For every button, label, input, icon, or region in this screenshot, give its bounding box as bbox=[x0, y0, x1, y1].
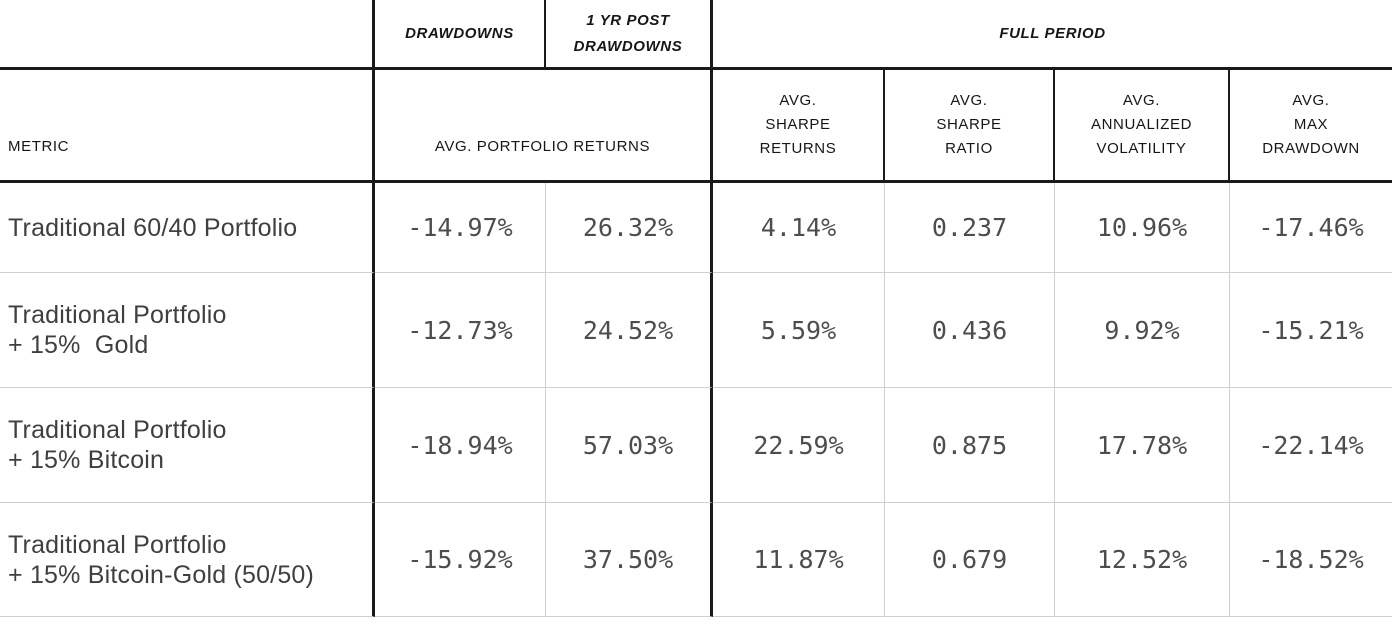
cell-drawdown-return: -12.73% bbox=[375, 273, 546, 388]
cell-drawdown-return: -18.94% bbox=[375, 388, 546, 503]
row-label: Traditional Portfolio + 15% Bitcoin-Gold… bbox=[0, 503, 375, 617]
header-avg-annualized-volatility: AVG. ANNUALIZED VOLATILITY bbox=[1055, 70, 1230, 183]
header-metric: METRIC bbox=[0, 70, 375, 183]
cell-sharpe-ratio: 0.875 bbox=[885, 388, 1055, 503]
row-label: Traditional Portfolio + 15% Gold bbox=[0, 273, 375, 388]
header-group-full-period: FULL PERIOD bbox=[713, 0, 1392, 70]
cell-post-drawdown-return: 57.03% bbox=[546, 388, 713, 503]
cell-annualized-volatility: 12.52% bbox=[1055, 503, 1230, 617]
cell-sharpe-ratio: 0.436 bbox=[885, 273, 1055, 388]
cell-sharpe-returns: 22.59% bbox=[713, 388, 885, 503]
cell-post-drawdown-return: 26.32% bbox=[546, 183, 713, 273]
cell-sharpe-returns: 5.59% bbox=[713, 273, 885, 388]
cell-drawdown-return: -15.92% bbox=[375, 503, 546, 617]
cell-max-drawdown: -15.21% bbox=[1230, 273, 1392, 388]
header-avg-sharpe-ratio: AVG. SHARPE RATIO bbox=[885, 70, 1055, 183]
cell-sharpe-ratio: 0.237 bbox=[885, 183, 1055, 273]
cell-max-drawdown: -22.14% bbox=[1230, 388, 1392, 503]
cell-annualized-volatility: 17.78% bbox=[1055, 388, 1230, 503]
header-avg-max-drawdown: AVG. MAX DRAWDOWN bbox=[1230, 70, 1392, 183]
cell-sharpe-returns: 11.87% bbox=[713, 503, 885, 617]
cell-annualized-volatility: 10.96% bbox=[1055, 183, 1230, 273]
cell-sharpe-ratio: 0.679 bbox=[885, 503, 1055, 617]
cell-max-drawdown: -18.52% bbox=[1230, 503, 1392, 617]
header-avg-sharpe-returns: AVG. SHARPE RETURNS bbox=[713, 70, 885, 183]
header-group-1yr-post-drawdowns: 1 YR POST DRAWDOWNS bbox=[546, 0, 713, 70]
cell-post-drawdown-return: 37.50% bbox=[546, 503, 713, 617]
cell-annualized-volatility: 9.92% bbox=[1055, 273, 1230, 388]
header-group-drawdowns: DRAWDOWNS bbox=[375, 0, 546, 70]
header-avg-portfolio-returns: AVG. PORTFOLIO RETURNS bbox=[375, 70, 713, 183]
cell-post-drawdown-return: 24.52% bbox=[546, 273, 713, 388]
cell-max-drawdown: -17.46% bbox=[1230, 183, 1392, 273]
cell-sharpe-returns: 4.14% bbox=[713, 183, 885, 273]
row-label: Traditional Portfolio + 15% Bitcoin bbox=[0, 388, 375, 503]
cell-drawdown-return: -14.97% bbox=[375, 183, 546, 273]
row-label: Traditional 60/40 Portfolio bbox=[0, 183, 375, 273]
header-top-spacer bbox=[0, 0, 375, 70]
